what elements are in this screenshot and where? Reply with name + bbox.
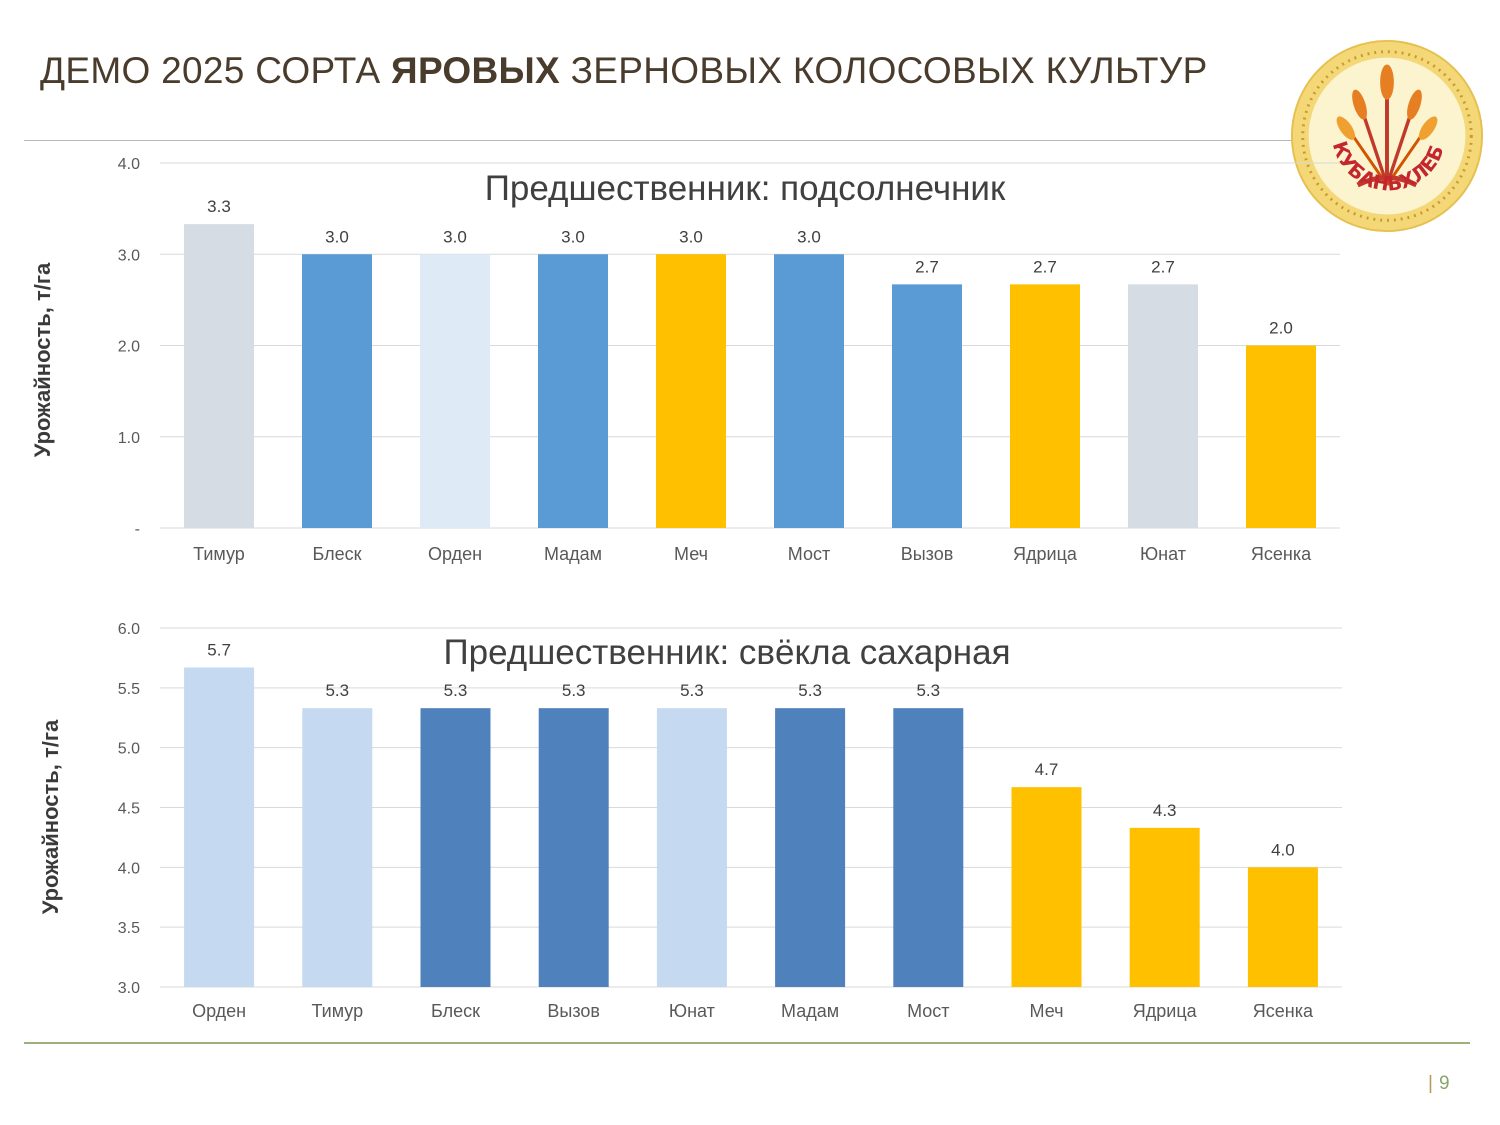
category-label: Ясенка <box>1251 544 1312 564</box>
slide-title: ДЕМО 2025 СОРТА ЯРОВЫХ ЗЕРНОВЫХ КОЛОСОВЫ… <box>40 50 1208 92</box>
chart-sugar-beet-value-labels: 5.7 5.3 5.3 5.3 5.3 5.3 5.3 4.7 4.3 4.0 <box>207 640 1294 859</box>
bar-sugar-beet-7 <box>893 708 964 987</box>
footer-divider <box>24 1042 1470 1044</box>
chart-sunflower-value-labels: 3.3 3.0 3.0 3.0 3.0 3.0 2.7 2.7 2.7 2.0 <box>207 197 1293 337</box>
category-label: Вызов <box>901 544 954 564</box>
page-number: | 9 <box>1428 1073 1450 1095</box>
chart-sunflower-y-ticks: - 1.0 2.0 3.0 4.0 <box>118 156 140 538</box>
value-label: 3.0 <box>679 227 703 246</box>
category-label: Меч <box>674 544 708 564</box>
bar-sugar-beet-4 <box>538 708 609 987</box>
value-label: 2.7 <box>1151 257 1175 276</box>
category-label: Ядрица <box>1133 1001 1198 1021</box>
title-part-1: ДЕМО 2025 СОРТА <box>40 50 392 91</box>
chart-sunflower-category-labels: Тимур Блеск Орден Мадам Меч Мост Вызов Ядрица Юн… <box>193 544 1312 564</box>
value-label: 2.7 <box>915 257 939 276</box>
category-label: Тимур <box>193 544 245 564</box>
bar-sugar-beet-9 <box>1129 827 1200 987</box>
category-label: Блеск <box>431 1001 480 1021</box>
title-bold-word: ЯРОВЫХ <box>391 50 561 91</box>
category-label: Мадам <box>544 544 602 564</box>
chart-sugar-beet-y-ticks: 3.0 3.5 4.0 4.5 5.0 5.5 6.0 <box>118 621 140 997</box>
category-label: Орден <box>428 544 482 564</box>
bar-sugar-beet-5 <box>656 708 727 987</box>
y-tick-label: 5.0 <box>118 741 140 758</box>
value-label: 5.3 <box>916 681 940 700</box>
y-tick-label: 3.5 <box>118 920 140 937</box>
value-label: 3.0 <box>797 227 821 246</box>
value-label: 3.0 <box>325 227 349 246</box>
bar-sunflower-4 <box>538 254 608 528</box>
category-label: Юнат <box>1140 544 1186 564</box>
value-label: 4.7 <box>1035 760 1059 779</box>
bar-sunflower-3 <box>420 254 490 528</box>
bar-sugar-beet-6 <box>775 708 846 987</box>
bar-sunflower-5 <box>656 254 726 528</box>
header-divider <box>24 140 1292 141</box>
chart-sugar-beet: 5.7 5.3 5.3 5.3 5.3 5.3 5.3 4.7 4.3 4.0 Орден Тиму… <box>38 621 1342 1021</box>
page-number-value: 9 <box>1438 1073 1450 1094</box>
wheat-sheaf-icon <box>1336 64 1438 188</box>
chart-sunflower-bars <box>184 224 1316 528</box>
bar-sunflower-10 <box>1246 345 1316 528</box>
y-tick-label: 4.5 <box>118 801 140 818</box>
category-label: Меч <box>1030 1001 1064 1021</box>
value-label: 5.3 <box>798 681 822 700</box>
category-label: Мост <box>788 544 830 564</box>
category-label: Вызов <box>547 1001 600 1021</box>
value-label: 5.3 <box>444 681 468 700</box>
value-label: 5.3 <box>325 681 349 700</box>
y-tick-label: - <box>135 521 140 538</box>
bar-sunflower-1 <box>184 224 254 528</box>
value-label: 5.3 <box>562 681 586 700</box>
value-label: 5.7 <box>207 640 231 659</box>
y-tick-label: 5.5 <box>118 681 140 698</box>
chart-sugar-beet-bars <box>184 667 1318 987</box>
kubankhleb-logo: КУБАНЬХЛЕБ <box>1290 39 1484 233</box>
category-label: Тимур <box>311 1001 363 1021</box>
bar-sugar-beet-1 <box>184 667 255 987</box>
value-label: 5.3 <box>680 681 704 700</box>
value-label: 3.3 <box>207 197 231 216</box>
value-label: 2.7 <box>1033 257 1057 276</box>
bar-sunflower-6 <box>774 254 844 528</box>
value-label: 3.0 <box>561 227 585 246</box>
bar-sunflower-9 <box>1128 284 1198 528</box>
chart-sugar-beet-title: Предшественник: свёкла сахарная <box>443 633 1010 672</box>
chart-sunflower-y-axis-label: Урожайность, т/га <box>30 262 55 457</box>
chart-sugar-beet-y-axis-label: Урожайность, т/га <box>38 719 63 914</box>
chart-sunflower: 3.3 3.0 3.0 3.0 3.0 3.0 2.7 2.7 2.7 2.0 Тимур Блес… <box>30 156 1340 564</box>
chart-sunflower-title: Предшественник: подсолнечник <box>485 169 1006 208</box>
y-tick-label: 3.0 <box>118 980 140 997</box>
y-tick-label: 4.0 <box>118 156 140 173</box>
y-tick-label: 4.0 <box>118 860 140 877</box>
category-label: Ядрица <box>1013 544 1078 564</box>
category-label: Ясенка <box>1253 1001 1314 1021</box>
title-part-2: ЗЕРНОВЫХ КОЛОСОВЫХ КУЛЬТУР <box>560 50 1208 91</box>
bar-sunflower-8 <box>1010 284 1080 528</box>
bar-sunflower-7 <box>892 284 962 528</box>
category-label: Мадам <box>781 1001 839 1021</box>
value-label: 2.0 <box>1269 319 1293 338</box>
bar-sugar-beet-2 <box>302 708 373 987</box>
value-label: 3.0 <box>443 227 467 246</box>
category-label: Орден <box>192 1001 246 1021</box>
bar-sunflower-2 <box>302 254 372 528</box>
category-label: Блеск <box>313 544 362 564</box>
y-tick-label: 2.0 <box>118 339 140 356</box>
y-tick-label: 6.0 <box>118 621 140 638</box>
chart-sugar-beet-category-labels: Орден Тимур Блеск Вызов Юнат Мадам Мост Меч Ядри… <box>192 1001 1314 1021</box>
bar-sugar-beet-8 <box>1011 787 1082 987</box>
page-separator: | <box>1428 1073 1433 1094</box>
category-label: Юнат <box>669 1001 715 1021</box>
y-tick-label: 3.0 <box>118 247 140 264</box>
bar-sugar-beet-3 <box>420 708 491 987</box>
charts-canvas: 3.3 3.0 3.0 3.0 3.0 3.0 2.7 2.7 2.7 2.0 Тимур Блес… <box>30 156 1342 1021</box>
value-label: 4.3 <box>1153 801 1177 820</box>
category-label: Мост <box>907 1001 949 1021</box>
y-tick-label: 1.0 <box>118 430 140 447</box>
bar-sugar-beet-10 <box>1247 867 1318 987</box>
value-label: 4.0 <box>1271 840 1295 859</box>
